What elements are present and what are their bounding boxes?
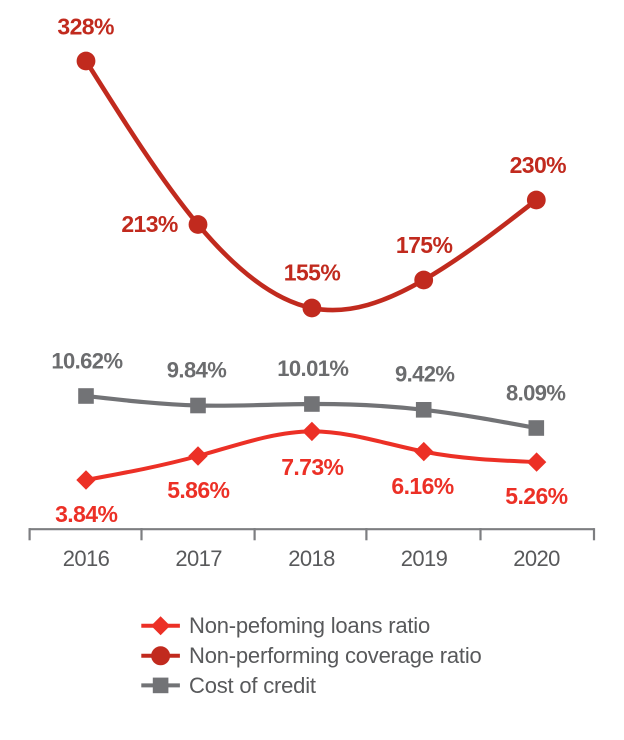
svg-text:2016: 2016 (63, 546, 110, 571)
svg-text:2019: 2019 (401, 546, 448, 571)
svg-text:9.84%: 9.84% (167, 357, 226, 382)
svg-text:10.62%: 10.62% (51, 348, 122, 373)
svg-text:2020: 2020 (513, 546, 560, 571)
svg-text:Cost of credit: Cost of credit (189, 673, 316, 698)
svg-text:9.42%: 9.42% (395, 362, 454, 387)
svg-text:2018: 2018 (288, 546, 335, 571)
svg-text:Non-performing coverage ratio: Non-performing coverage ratio (189, 643, 482, 668)
svg-text:5.26%: 5.26% (505, 483, 567, 509)
svg-text:328%: 328% (57, 14, 114, 40)
svg-text:213%: 213% (121, 211, 178, 237)
svg-text:10.01%: 10.01% (277, 356, 348, 381)
svg-text:230%: 230% (510, 152, 567, 178)
svg-text:5.86%: 5.86% (167, 477, 229, 503)
svg-text:3.84%: 3.84% (55, 501, 117, 527)
svg-text:8.09%: 8.09% (506, 380, 565, 405)
svg-text:6.16%: 6.16% (391, 473, 453, 499)
svg-text:175%: 175% (396, 232, 453, 258)
svg-text:Non-pefoming loans ratio: Non-pefoming loans ratio (189, 613, 430, 638)
svg-text:7.73%: 7.73% (281, 454, 343, 480)
svg-text:155%: 155% (284, 259, 341, 285)
svg-text:2017: 2017 (175, 546, 222, 571)
